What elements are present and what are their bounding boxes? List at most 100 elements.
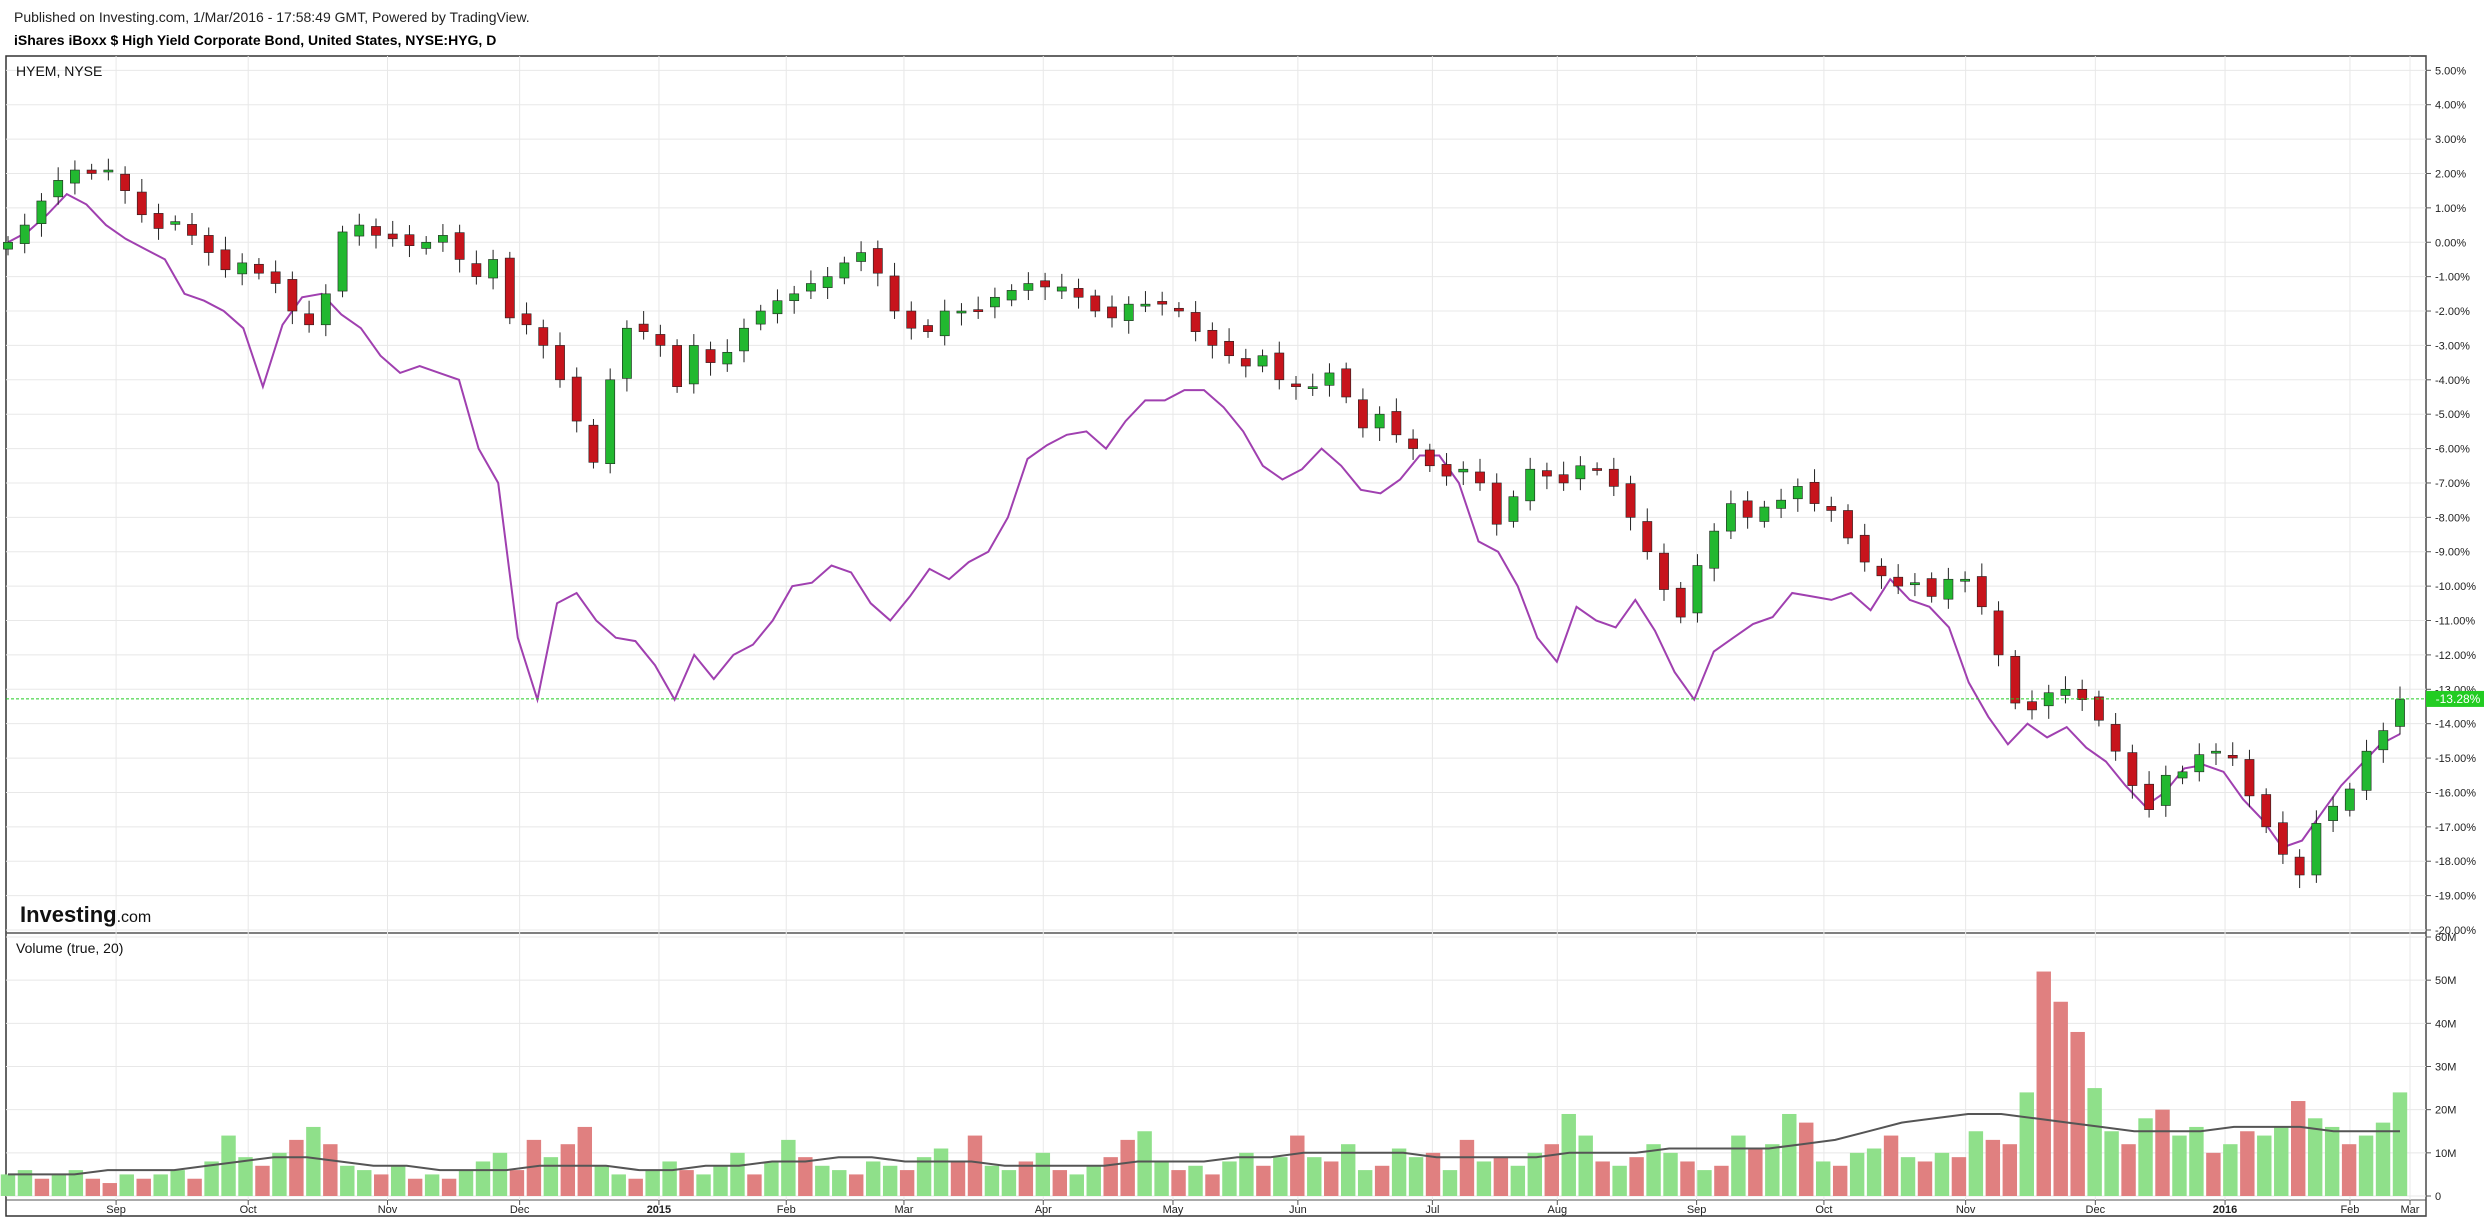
volume-bar [1578, 1135, 1593, 1196]
candle-body [1391, 411, 1402, 436]
candle-body [1006, 290, 1017, 301]
candle-body [755, 310, 766, 325]
candle-body [688, 345, 699, 385]
candle-body [2311, 823, 2322, 876]
candle-body [1659, 552, 1669, 590]
volume-bars [0, 971, 2408, 1196]
candle-body [1491, 482, 1502, 525]
volume-bar [815, 1165, 830, 1196]
price-tick-label: -17.00% [2435, 822, 2476, 834]
price-tick-label: -10.00% [2435, 581, 2476, 593]
candle-body [1374, 413, 1385, 429]
candle-body [856, 252, 866, 262]
volume-bar [1849, 1152, 1865, 1196]
candle-body [387, 233, 398, 240]
price-tick-label: -14.00% [2435, 719, 2476, 731]
price-tick-label: -18.00% [2435, 856, 2476, 868]
volume-bar [1544, 1144, 1559, 1196]
volume-bar [1408, 1157, 1424, 1196]
volume-bar [204, 1161, 219, 1196]
candle-body [1826, 506, 1837, 511]
candle-body [2261, 794, 2272, 828]
volume-bar [238, 1157, 253, 1196]
time-tick-label: 2015 [647, 1204, 671, 1216]
volume-bar [2087, 1088, 2102, 1196]
volume-bar [662, 1161, 677, 1196]
candle-body [990, 296, 1000, 308]
volume-tick-label: 60M [2435, 932, 2456, 944]
comparison-line [7, 192, 2401, 849]
volume-bar [1697, 1170, 1712, 1196]
volume-bar [1731, 1135, 1746, 1196]
volume-bar [526, 1139, 542, 1196]
volume-bar [1018, 1161, 1034, 1196]
price-tick-label: -19.00% [2435, 891, 2476, 903]
volume-bar [1205, 1174, 1220, 1196]
candle-body [1759, 506, 1770, 522]
volume-bar [187, 1178, 202, 1196]
volume-bar [1307, 1157, 1322, 1196]
price-tick-label: 0.00% [2435, 237, 2466, 249]
candle-body [923, 325, 933, 332]
candle-body [1675, 587, 1686, 618]
volume-bar [1374, 1165, 1390, 1196]
candle-body [1207, 329, 1218, 346]
candle-body [538, 327, 549, 346]
candle-body [237, 262, 248, 275]
volume-bar [594, 1165, 609, 1196]
price-tick-label: -1.00% [2435, 272, 2470, 284]
volume-bar [136, 1178, 151, 1196]
candle-body [2211, 750, 2221, 754]
volume-bar [1001, 1170, 1017, 1196]
volume-bar [1290, 1135, 1305, 1196]
volume-bar [1561, 1113, 1576, 1196]
candle-body [1692, 565, 1703, 614]
volume-bar [916, 1157, 932, 1196]
time-tick-label: Feb [2340, 1204, 2359, 1216]
time-tick-label: Nov [378, 1204, 398, 1216]
candle-body [36, 200, 47, 224]
candle-body [2294, 856, 2305, 876]
time-tick-label: Sep [106, 1204, 126, 1216]
time-tick-label: Aug [1548, 1204, 1568, 1216]
candle-body [1742, 500, 1753, 518]
candle-body [454, 232, 465, 260]
price-tick-label: 4.00% [2435, 100, 2466, 112]
time-tick-label: Apr [1035, 1204, 1052, 1216]
candle-body [371, 226, 381, 236]
volume-tick-label: 40M [2435, 1018, 2456, 1030]
volume-bar [1459, 1139, 1475, 1196]
volume-bar [1782, 1113, 1797, 1196]
candle-body [2344, 788, 2355, 811]
candle-body [1608, 468, 1619, 487]
volume-bar [2392, 1092, 2408, 1196]
candle-body [1291, 383, 1301, 387]
series-legend: HYEM, NYSE [16, 63, 102, 79]
volume-bar [51, 1174, 67, 1196]
candle-body [973, 309, 984, 312]
investing-logo: Investing.com [20, 902, 151, 927]
volume-bar [1340, 1144, 1356, 1196]
candle-body [1341, 368, 1352, 398]
candle-body [2278, 822, 2288, 855]
candle-body [1123, 303, 1134, 321]
volume-bar [2070, 1031, 2085, 1196]
volume-bar [255, 1165, 270, 1196]
volume-bar [2358, 1135, 2374, 1196]
time-tick-label: Dec [510, 1204, 530, 1216]
candle-body [789, 293, 800, 302]
candle-body [1726, 503, 1736, 532]
volume-bar [764, 1161, 779, 1196]
price-tick-label: 3.00% [2435, 134, 2466, 146]
volume-bar [1069, 1174, 1084, 1196]
volume-bar [221, 1135, 236, 1196]
volume-bar [289, 1139, 304, 1196]
volume-bar [1799, 1122, 1814, 1196]
price-tick-label: -4.00% [2435, 375, 2470, 387]
candle-body [1023, 283, 1034, 291]
volume-bar [2307, 1118, 2323, 1196]
volume-bar [1714, 1165, 1729, 1196]
candle-body [839, 262, 850, 279]
volume-bar [390, 1165, 406, 1196]
